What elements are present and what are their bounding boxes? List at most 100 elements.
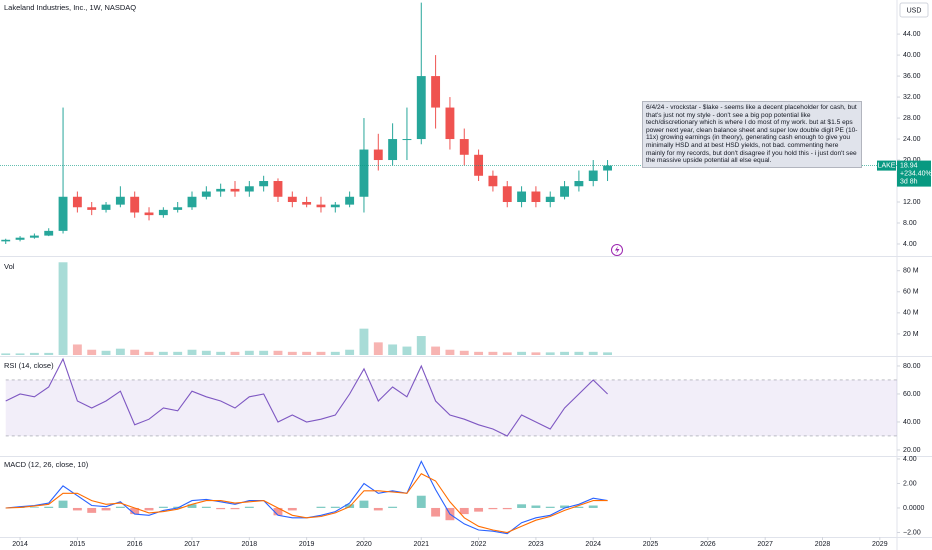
y-tick-label: −2.00 bbox=[903, 529, 921, 536]
volume-bar bbox=[445, 349, 455, 355]
volume-bar bbox=[130, 349, 140, 355]
candle-body bbox=[545, 196, 555, 203]
volume-bar bbox=[29, 352, 39, 355]
candle-body bbox=[402, 139, 412, 141]
macd-histogram-bar bbox=[201, 506, 211, 508]
x-tick-label: 2024 bbox=[585, 541, 601, 548]
candle-body bbox=[359, 149, 369, 197]
price-tag bbox=[897, 160, 931, 187]
y-tick-label: 12.00 bbox=[903, 199, 921, 206]
macd-histogram-bar bbox=[173, 506, 183, 508]
candle-body bbox=[201, 191, 211, 197]
y-tick-label: 8.00 bbox=[903, 220, 917, 227]
y-tick-label: 20.00 bbox=[903, 447, 921, 454]
macd-title: MACD (12, 26, close, 10) bbox=[4, 460, 89, 469]
macd-histogram-bar bbox=[330, 506, 340, 508]
volume-bar bbox=[474, 351, 484, 355]
macd-histogram-bar bbox=[87, 507, 97, 513]
volume-bar bbox=[359, 328, 369, 355]
candle-body bbox=[15, 237, 25, 240]
currency-button[interactable] bbox=[899, 2, 929, 18]
candle-body bbox=[517, 191, 527, 203]
macd-histogram-bar bbox=[273, 507, 283, 516]
macd-histogram-bar bbox=[560, 505, 570, 508]
x-tick-label: 2023 bbox=[528, 541, 544, 548]
candle-body bbox=[1, 239, 11, 242]
volume-title: Vol bbox=[4, 262, 15, 271]
change-label: +234.40% bbox=[900, 170, 932, 177]
macd-histogram-bar bbox=[388, 506, 398, 508]
volume-bar bbox=[101, 350, 111, 355]
volume-bar bbox=[58, 262, 68, 355]
volume-bar bbox=[459, 350, 469, 355]
volume-bar bbox=[44, 352, 54, 355]
macd-histogram-bar bbox=[287, 507, 297, 511]
countdown-label: 3d 8h bbox=[900, 178, 918, 185]
macd-histogram-bar bbox=[230, 507, 240, 510]
candle-body bbox=[302, 202, 312, 205]
candle-body bbox=[560, 186, 570, 197]
volume-bar bbox=[330, 351, 340, 355]
y-tick-label: 80.00 bbox=[903, 363, 921, 370]
y-tick-label: 4.00 bbox=[903, 241, 917, 248]
volume-bar bbox=[216, 351, 226, 355]
volume-bar bbox=[502, 352, 512, 355]
y-tick-label: 80 M bbox=[903, 268, 919, 275]
macd-histogram-bar bbox=[244, 506, 254, 508]
y-tick-label: 44.00 bbox=[903, 31, 921, 38]
y-tick-label: 0.0000 bbox=[903, 505, 925, 512]
candle-body bbox=[187, 196, 197, 208]
macd-histogram-bar bbox=[431, 507, 441, 517]
volume-bar bbox=[388, 344, 398, 355]
candle-body bbox=[144, 212, 154, 216]
volume-bar bbox=[187, 349, 197, 355]
candle-body bbox=[87, 207, 97, 210]
y-tick-label: 20 M bbox=[903, 331, 919, 338]
price-tag-label: 18.94 bbox=[900, 162, 918, 169]
macd-histogram-bar bbox=[130, 507, 140, 515]
candle-body bbox=[58, 196, 68, 231]
candle-body bbox=[502, 186, 512, 203]
x-tick-label: 2018 bbox=[242, 541, 258, 548]
volume-bar bbox=[230, 351, 240, 355]
macd-histogram-bar bbox=[588, 505, 598, 508]
macd-line bbox=[5, 460, 608, 535]
volume-bar bbox=[488, 351, 498, 355]
macd-histogram-bar bbox=[72, 507, 82, 511]
candle-body bbox=[588, 170, 598, 182]
x-tick-label: 2025 bbox=[643, 541, 659, 548]
x-tick-label: 2014 bbox=[12, 541, 28, 548]
macd-histogram-bar bbox=[44, 506, 54, 508]
y-tick-label: 40.00 bbox=[903, 52, 921, 59]
candle-body bbox=[158, 209, 168, 216]
candle-body bbox=[316, 204, 326, 208]
signal-line bbox=[5, 472, 608, 534]
y-tick-label: 32.00 bbox=[903, 94, 921, 101]
candle-body bbox=[230, 188, 240, 192]
candle-body bbox=[216, 188, 226, 192]
macd-histogram-bar bbox=[187, 504, 197, 508]
candle-body bbox=[44, 230, 54, 236]
x-tick-label: 2019 bbox=[299, 541, 315, 548]
candle-body bbox=[488, 175, 498, 187]
macd-histogram-bar bbox=[58, 500, 68, 508]
candle-body bbox=[72, 196, 82, 208]
event-icon-bolt bbox=[615, 246, 620, 254]
candle-body bbox=[287, 196, 297, 203]
y-tick-label: 40.00 bbox=[903, 419, 921, 426]
candle-body bbox=[259, 181, 269, 187]
y-tick-label: 2.00 bbox=[903, 480, 917, 487]
macd-histogram-bar bbox=[216, 507, 226, 510]
x-tick-label: 2017 bbox=[184, 541, 200, 548]
volume-bar bbox=[517, 351, 527, 355]
volume-bar bbox=[72, 344, 82, 355]
rsi-line bbox=[5, 357, 608, 437]
x-tick-label: 2022 bbox=[471, 541, 487, 548]
volume-bar bbox=[173, 351, 183, 355]
volume-bar bbox=[603, 352, 612, 355]
x-tick-label: 2016 bbox=[127, 541, 143, 548]
macd-histogram-bar bbox=[517, 504, 527, 508]
currency[interactable]: USD bbox=[907, 7, 922, 14]
macd-histogram-bar bbox=[359, 500, 369, 508]
